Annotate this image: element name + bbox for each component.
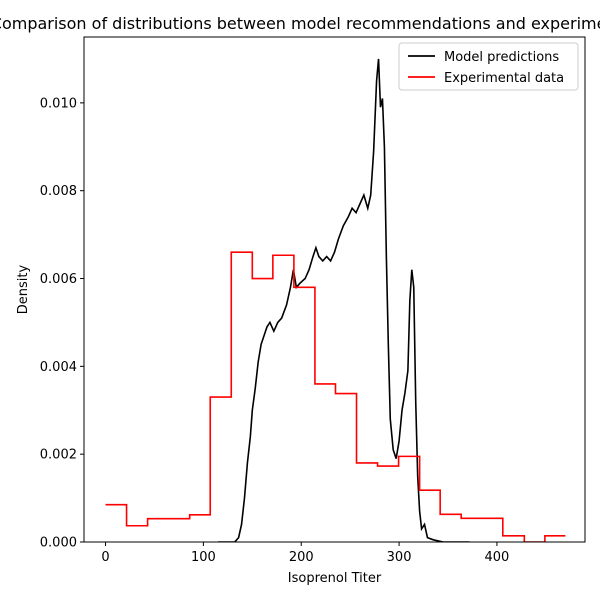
- legend-entry-label: Experimental data: [444, 71, 564, 86]
- y-tick-label: 0.002: [40, 448, 77, 463]
- series-line-1: [218, 58, 470, 542]
- plot-area: [105, 58, 566, 542]
- legend-entry-label: Model predictions: [444, 50, 559, 65]
- y-tick-label: 0.010: [40, 96, 77, 111]
- x-tick-label: 400: [485, 550, 510, 565]
- x-tick-label: 300: [387, 550, 412, 565]
- x-tick-label: 0: [101, 550, 109, 565]
- y-tick-label: 0.006: [40, 272, 77, 287]
- x-tick-label: 200: [289, 550, 314, 565]
- y-tick-label: 0.008: [40, 184, 77, 199]
- series-line-2: [105, 251, 566, 542]
- y-tick-label: 0.000: [40, 536, 77, 551]
- chart-title: Comparison of distributions between mode…: [0, 14, 600, 33]
- x-tick-label: 100: [191, 550, 216, 565]
- y-tick-label: 0.004: [40, 360, 77, 375]
- y-axis-label: Density: [16, 264, 31, 314]
- legend-box: [398, 42, 579, 91]
- x-axis-label: Isoprenol Titer: [288, 571, 382, 586]
- axes-frame: [83, 36, 586, 543]
- axis-ticks: 0 100 200 300 400 0.000 0.002 0.004 0.006 0.008 0.…: [40, 96, 510, 565]
- legend: Model predictions Experimental data: [398, 42, 579, 91]
